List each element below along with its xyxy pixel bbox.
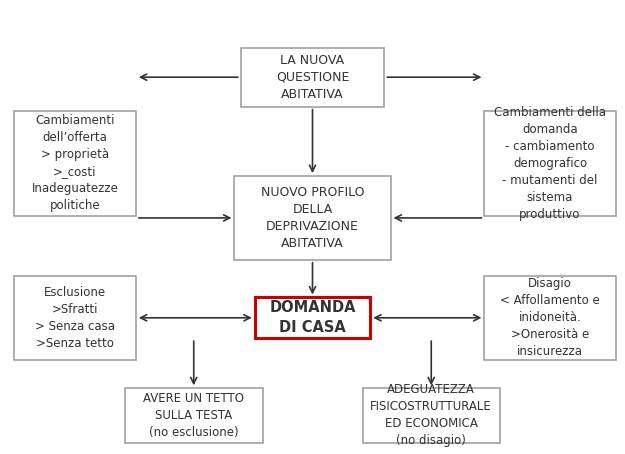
FancyBboxPatch shape xyxy=(484,276,616,360)
Text: Esclusione
>Sfratti
> Senza casa
>Senza tetto: Esclusione >Sfratti > Senza casa >Senza … xyxy=(35,286,115,350)
FancyBboxPatch shape xyxy=(234,176,391,260)
Text: AVERE UN TETTO
SULLA TESTA
(no esclusione): AVERE UN TETTO SULLA TESTA (no esclusion… xyxy=(143,392,244,439)
FancyBboxPatch shape xyxy=(14,276,136,360)
Text: Cambiamenti
dell’offerta
> proprietà
>_costi
Inadeguatezze
politiche: Cambiamenti dell’offerta > proprietà >_c… xyxy=(31,114,119,212)
Text: Cambiamenti della
domanda
- cambiamento
demografico
- mutamenti del
sistema
prod: Cambiamenti della domanda - cambiamento … xyxy=(494,106,606,221)
Text: Disagio
< Affollamento e
inidoneità.
>Onerosità e
insicurezza: Disagio < Affollamento e inidoneità. >On… xyxy=(500,277,600,358)
Text: ADEGUATEZZA
FISICOSTRUTTURALE
ED ECONOMICA
(no disagio): ADEGUATEZZA FISICOSTRUTTURALE ED ECONOMI… xyxy=(371,384,492,447)
FancyBboxPatch shape xyxy=(241,48,384,107)
Text: LA NUOVA
QUESTIONE
ABITATIVA: LA NUOVA QUESTIONE ABITATIVA xyxy=(276,54,349,101)
FancyBboxPatch shape xyxy=(484,111,616,216)
FancyBboxPatch shape xyxy=(14,111,136,216)
FancyBboxPatch shape xyxy=(125,388,262,443)
Text: NUOVO PROFILO
DELLA
DEPRIVAZIONE
ABITATIVA: NUOVO PROFILO DELLA DEPRIVAZIONE ABITATI… xyxy=(261,186,364,250)
Text: DOMANDA
DI CASA: DOMANDA DI CASA xyxy=(269,301,356,335)
FancyBboxPatch shape xyxy=(362,388,500,443)
FancyBboxPatch shape xyxy=(255,297,370,338)
